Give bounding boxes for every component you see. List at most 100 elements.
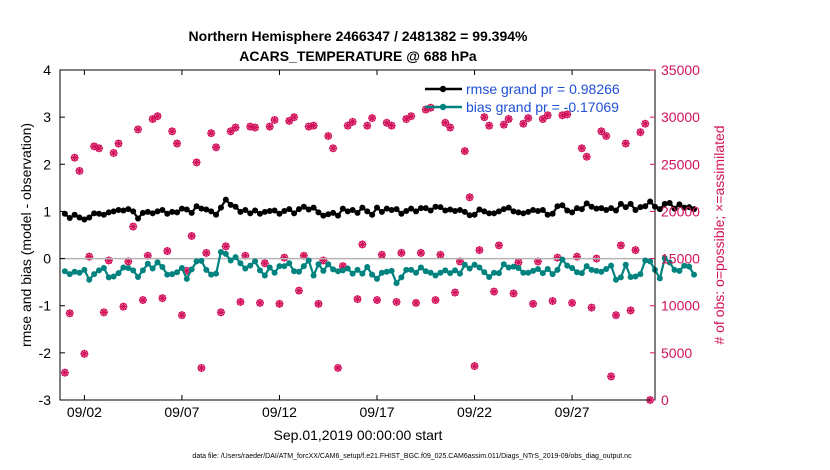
obs-assimilated-star xyxy=(231,123,240,132)
obs-count-marker xyxy=(260,259,269,268)
bias-point xyxy=(227,257,234,264)
bias-point xyxy=(115,270,122,277)
bias-point xyxy=(554,266,561,273)
rmse-point xyxy=(452,207,459,214)
obs-assimilated-star xyxy=(490,287,499,296)
rmse-point xyxy=(447,206,454,213)
rmse-point xyxy=(495,208,502,215)
obs-count-marker xyxy=(202,248,211,257)
obs-count-marker xyxy=(153,112,162,121)
rmse-point xyxy=(525,208,532,215)
obs-count-marker xyxy=(582,152,591,161)
rmse-point xyxy=(91,210,98,217)
bias-point xyxy=(164,271,171,278)
bias-point xyxy=(661,255,668,262)
obs-count-marker xyxy=(494,241,503,250)
rmse-point xyxy=(549,210,556,217)
obs-count-marker xyxy=(75,166,84,175)
obs-assimilated-star xyxy=(192,158,201,167)
bias-point xyxy=(344,265,351,272)
obs-count-marker xyxy=(265,122,274,131)
rmse-point xyxy=(398,210,405,217)
obs-assimilated-star xyxy=(641,119,650,128)
bias-point xyxy=(81,266,88,273)
obs-count-marker xyxy=(631,246,640,255)
rmse-point xyxy=(320,212,327,219)
obs-count-marker xyxy=(80,349,89,358)
obs-count-marker xyxy=(577,144,586,153)
obs-assimilated-star xyxy=(436,250,445,259)
bias-point xyxy=(281,263,288,270)
obs-count-marker xyxy=(197,363,206,372)
bias-point xyxy=(442,267,449,274)
obs-count-marker xyxy=(255,298,264,307)
bias-point xyxy=(354,266,361,273)
obs-assimilated-star xyxy=(236,297,245,306)
obs-assimilated-star xyxy=(99,308,108,317)
bias-point xyxy=(544,265,551,272)
obs-count-marker xyxy=(314,299,323,308)
obs-assimilated-star xyxy=(533,257,542,266)
bias-point xyxy=(422,268,429,275)
rmse-point xyxy=(686,204,693,211)
rmse-point xyxy=(183,206,190,213)
rmse-point xyxy=(135,215,142,222)
obs-assimilated-star xyxy=(187,231,196,240)
rmse-point xyxy=(266,207,273,214)
obs-assimilated-star xyxy=(441,118,450,127)
bias-point xyxy=(364,264,371,271)
rmse-point xyxy=(76,214,83,221)
rmse-point xyxy=(130,208,137,215)
rmse-point xyxy=(310,204,317,211)
obs-assimilated-star xyxy=(124,257,133,266)
rmse-point xyxy=(237,208,244,215)
bias-point xyxy=(183,275,190,282)
obs-assimilated-star xyxy=(465,193,474,202)
obs-assimilated-star xyxy=(95,144,104,153)
left-axis-label: rmse and bias (model - observation) xyxy=(18,123,34,347)
rmse-point xyxy=(388,207,395,214)
bias-point xyxy=(198,257,205,264)
obs-assimilated-star xyxy=(616,241,625,250)
bias-point xyxy=(315,261,322,268)
obs-assimilated-star xyxy=(246,122,255,131)
obs-assimilated-star xyxy=(75,166,84,175)
rmse-point xyxy=(198,205,205,212)
bias-point xyxy=(369,271,376,278)
obs-count-marker xyxy=(294,286,303,295)
obs-assimilated-star xyxy=(333,363,342,372)
obs-assimilated-star xyxy=(348,117,357,126)
obs-assimilated-star xyxy=(470,362,479,371)
obs-count-marker xyxy=(158,294,167,303)
rmse-point xyxy=(105,209,112,216)
obs-assimilated-star xyxy=(138,296,147,305)
obs-count-marker xyxy=(173,139,182,148)
rmse-point xyxy=(256,210,263,217)
bias-point xyxy=(130,267,137,274)
obs-assimilated-star xyxy=(85,252,94,261)
bias-point xyxy=(427,269,434,276)
rmse-point xyxy=(66,215,73,222)
rmse-point xyxy=(295,206,302,213)
obs-count-marker xyxy=(275,299,284,308)
rmse-point xyxy=(271,207,278,214)
bias-point xyxy=(500,261,507,268)
obs-assimilated-star xyxy=(382,118,391,127)
rmse-point xyxy=(178,205,185,212)
bias-point xyxy=(266,264,273,271)
rmse-point xyxy=(139,209,146,216)
left-tick-label: 3 xyxy=(43,109,51,125)
rmse-point xyxy=(261,208,268,215)
obs-count-marker xyxy=(358,240,367,249)
obs-count-marker xyxy=(572,252,581,261)
bias-point xyxy=(271,269,278,276)
rmse-point xyxy=(617,200,624,207)
obs-assimilated-star xyxy=(621,139,630,148)
bias-point xyxy=(61,268,68,275)
right-tick-label: 0 xyxy=(661,392,669,408)
rmse-point xyxy=(632,207,639,214)
obs-count-marker xyxy=(114,139,123,148)
rmse-point xyxy=(481,208,488,215)
obs-count-marker xyxy=(177,311,186,320)
rmse-point xyxy=(96,210,103,217)
